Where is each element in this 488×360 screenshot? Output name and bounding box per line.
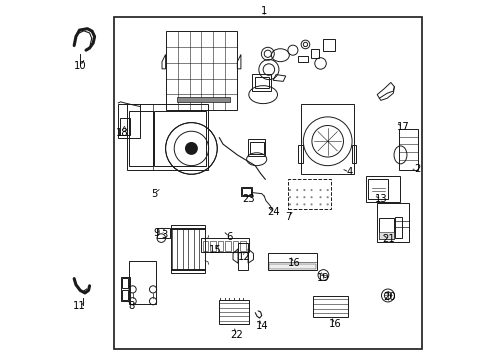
Circle shape	[319, 203, 321, 206]
Circle shape	[326, 196, 328, 198]
Text: 11: 11	[73, 301, 86, 311]
Text: 18: 18	[115, 128, 128, 138]
Text: 12: 12	[237, 252, 250, 262]
Polygon shape	[379, 232, 394, 239]
Text: 15: 15	[208, 245, 221, 255]
Text: 6: 6	[226, 232, 232, 242]
Text: 23: 23	[242, 194, 255, 204]
Text: 17: 17	[396, 122, 408, 132]
Polygon shape	[268, 264, 315, 269]
Text: 7: 7	[285, 212, 291, 221]
Text: 19: 19	[316, 273, 329, 283]
Circle shape	[288, 189, 290, 191]
Text: 10: 10	[74, 61, 86, 71]
Circle shape	[319, 196, 321, 198]
Text: 5: 5	[151, 189, 157, 199]
Circle shape	[310, 196, 312, 198]
Text: 20: 20	[383, 292, 395, 302]
Text: 3: 3	[162, 230, 168, 239]
Circle shape	[310, 189, 312, 191]
Circle shape	[326, 189, 328, 191]
Text: 4: 4	[346, 167, 352, 177]
Text: 2: 2	[413, 164, 419, 174]
Text: 22: 22	[230, 330, 243, 340]
Text: 16: 16	[328, 319, 341, 329]
Text: 13: 13	[374, 194, 387, 204]
Circle shape	[310, 203, 312, 206]
Circle shape	[319, 189, 321, 191]
Circle shape	[303, 189, 305, 191]
Circle shape	[303, 203, 305, 206]
Circle shape	[288, 196, 290, 198]
Circle shape	[303, 196, 305, 198]
Text: 8: 8	[128, 301, 134, 311]
Circle shape	[296, 196, 298, 198]
Circle shape	[296, 203, 298, 206]
Text: 24: 24	[266, 207, 279, 217]
Text: 9: 9	[154, 228, 160, 238]
Circle shape	[326, 203, 328, 206]
Polygon shape	[177, 97, 230, 102]
Text: 1: 1	[261, 6, 267, 16]
Text: 14: 14	[255, 321, 267, 331]
Circle shape	[296, 189, 298, 191]
Circle shape	[288, 203, 290, 206]
Text: 21: 21	[382, 234, 394, 244]
Circle shape	[184, 142, 198, 155]
Text: 16: 16	[287, 258, 300, 268]
